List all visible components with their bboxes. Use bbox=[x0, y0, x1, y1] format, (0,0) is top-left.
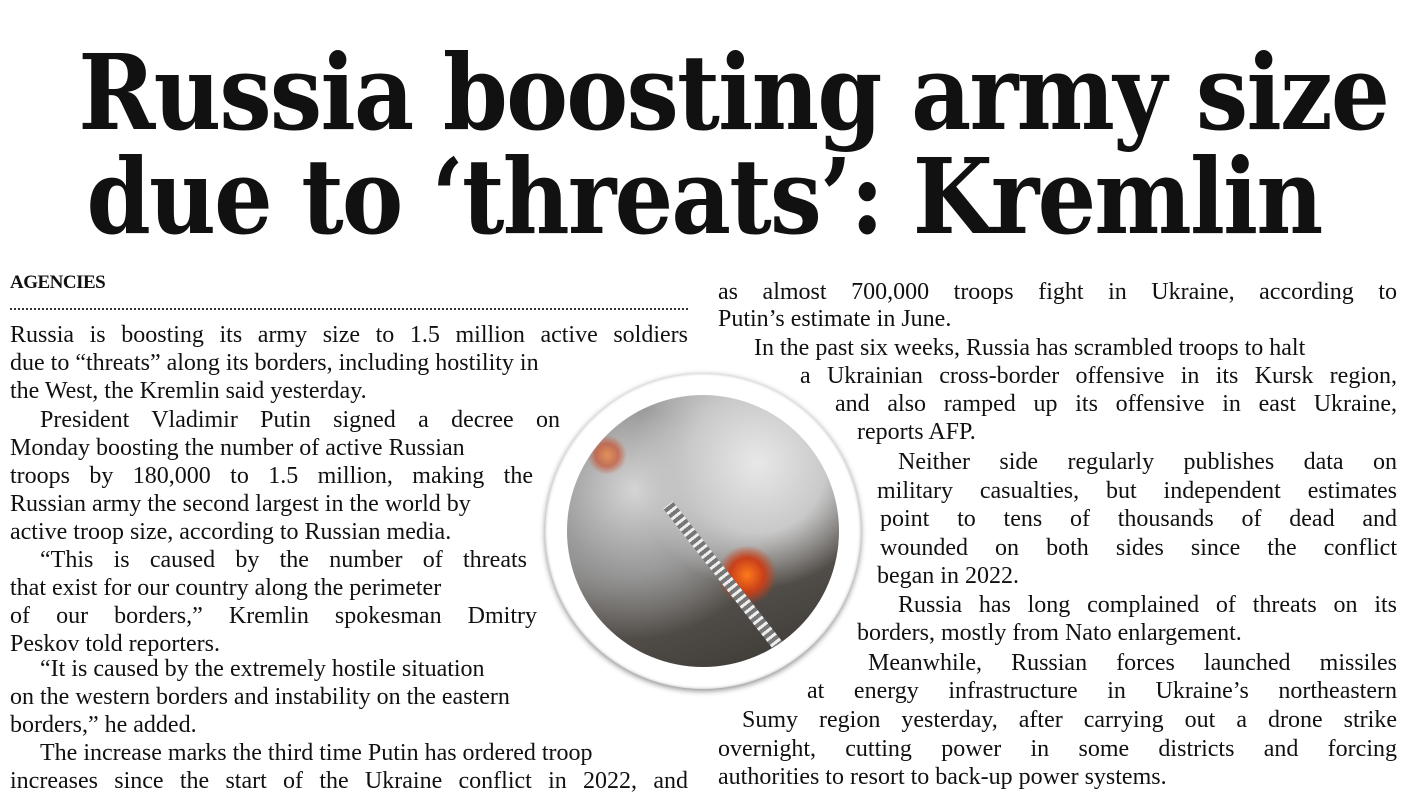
fire-building-photo-icon bbox=[567, 395, 839, 667]
article-line: troops by 180,000 to 1.5 million, making… bbox=[10, 463, 533, 489]
article-line: Peskov told reporters. bbox=[10, 631, 220, 657]
article-line: Neither side regularly publishes data on bbox=[898, 449, 1397, 475]
article-line: wounded on both sides since the conflict bbox=[880, 535, 1397, 561]
article-line: “It is caused by the extremely hostile s… bbox=[40, 656, 485, 682]
article-line: began in 2022. bbox=[877, 563, 1019, 589]
article-line: Putin’s estimate in June. bbox=[718, 306, 952, 332]
article-line: overnight, cutting power in some distric… bbox=[718, 736, 1397, 762]
article-line: and also ramped up its offensive in east… bbox=[835, 391, 1397, 417]
article-line: borders, mostly from Nato enlargement. bbox=[857, 620, 1242, 646]
article-line: at energy infrastructure in Ukraine’s no… bbox=[807, 678, 1397, 704]
article-line: reports AFP. bbox=[857, 419, 976, 445]
article-line: as almost 700,000 troops fight in Ukrain… bbox=[718, 279, 1397, 305]
dotted-divider bbox=[10, 308, 688, 310]
article-line: point to tens of thousands of dead and bbox=[880, 506, 1397, 532]
headline-text: Russia boosting army size bbox=[78, 31, 1390, 154]
article-line: increases since the start of the Ukraine… bbox=[10, 768, 688, 794]
article-line: military casualties, but independent est… bbox=[877, 478, 1397, 504]
article-line: borders,” he added. bbox=[10, 712, 197, 738]
headline-text: due to ‘threats’: Kremlin bbox=[85, 135, 1323, 258]
article-line: the West, the Kremlin said yesterday. bbox=[10, 378, 367, 404]
article-line: Meanwhile, Russian forces launched missi… bbox=[868, 650, 1397, 676]
article-line: authorities to resort to back-up power s… bbox=[718, 764, 1167, 790]
article-line: Russia is boosting its army size to 1.5 … bbox=[10, 322, 688, 348]
article-line: Monday boosting the number of active Rus… bbox=[10, 435, 465, 461]
headline-line-1: Russia boosting army size bbox=[0, 38, 1407, 148]
article-line: Russian army the second largest in the w… bbox=[10, 491, 471, 517]
article-line: a Ukrainian cross-border offensive in it… bbox=[800, 363, 1397, 389]
article-line: Russia has long complained of threats on… bbox=[898, 592, 1397, 618]
article-line: active troop size, according to Russian … bbox=[10, 519, 452, 545]
article-line: on the western borders and instability o… bbox=[10, 684, 510, 710]
byline: AGENCIES bbox=[10, 272, 106, 293]
article-line: The increase marks the third time Putin … bbox=[40, 740, 593, 766]
article-line: that exist for our country along the per… bbox=[10, 575, 442, 601]
article-line: due to “threats” along its borders, incl… bbox=[10, 350, 539, 376]
article-line: of our borders,” Kremlin spokesman Dmitr… bbox=[10, 603, 537, 629]
headline-line-2: due to ‘threats’: Kremlin bbox=[0, 142, 1407, 252]
article-line: Sumy region yesterday, after carrying ou… bbox=[742, 707, 1397, 733]
article-photo bbox=[545, 373, 861, 689]
article-line: In the past six weeks, Russia has scramb… bbox=[754, 335, 1306, 361]
article-line: President Vladimir Putin signed a decree… bbox=[40, 407, 560, 433]
article-line: “This is caused by the number of threats bbox=[40, 547, 527, 573]
